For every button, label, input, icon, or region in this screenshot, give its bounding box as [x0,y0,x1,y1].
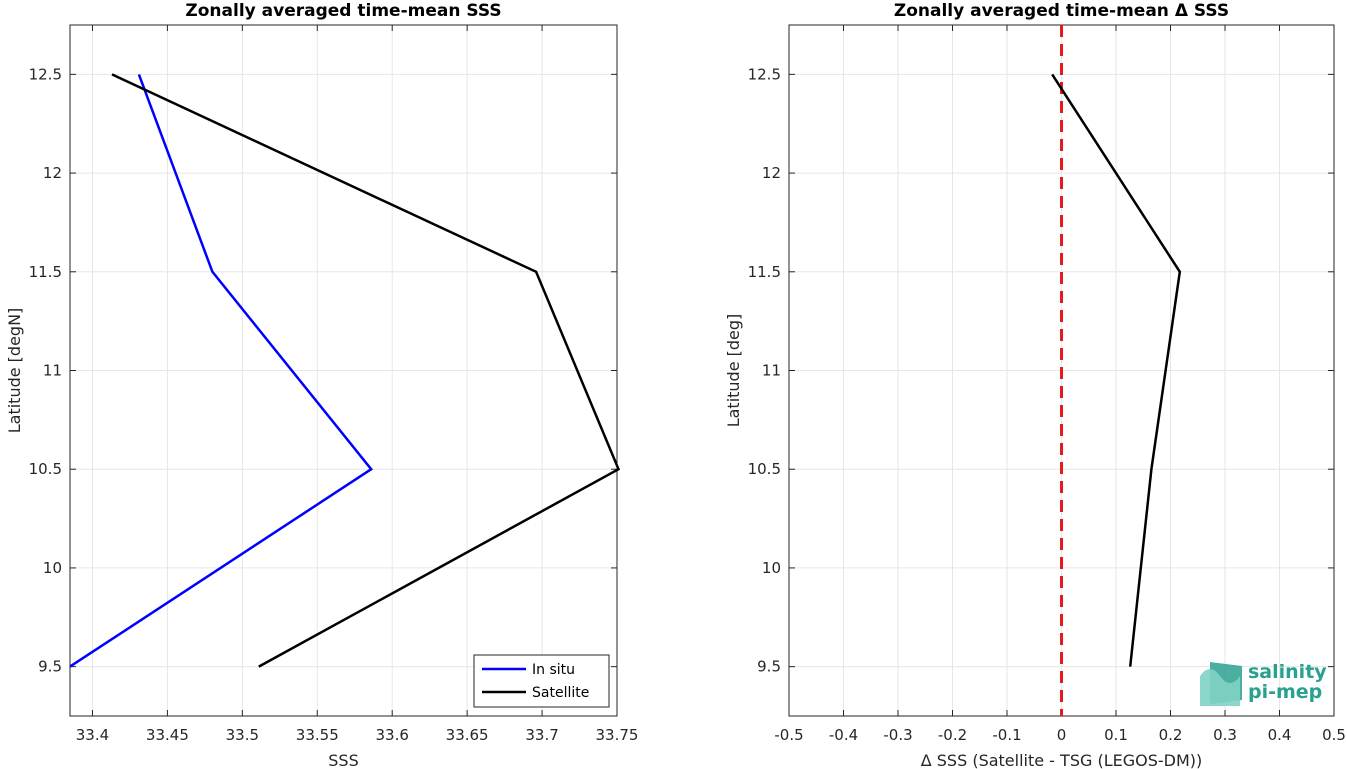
y-tick-label: 12.5 [748,65,781,83]
x-tick-label: -0.5 [774,726,803,744]
series-line-in-situ [69,73,374,668]
y-axis-label: Latitude [degN] [5,308,24,434]
y-tick-label: 9.5 [38,658,62,676]
chart-panel-2: -0.5 -0.4 -0.3 -0.2 -0.1 0 0.1 0.2 0.3 0.4 0.5 9.5 1… [724,1,1346,769]
x-tick-label: -0.3 [883,726,912,744]
y-tick-label: 11 [762,362,781,380]
x-axis-label: SSS [328,751,358,769]
y-tick-label: 9.5 [757,658,781,676]
x-tick-label: -0.1 [992,726,1021,744]
logo-line1: salinity [1248,661,1327,683]
x-tick-label: -0.2 [938,726,967,744]
x-tick-label: 33.5 [226,726,259,744]
x-tick-label: 0.5 [1322,726,1346,744]
chart-title: Zonally averaged time-mean SSS [185,1,501,21]
chart-panel-1: 33.4 33.45 33.5 33.55 33.6 33.65 33.7 33.75 9.5 1… [5,1,638,769]
x-axis-label: Δ SSS (Satellite - TSG (LEGOS-DM)) [921,751,1203,769]
x-tick-label: 0 [1057,726,1067,744]
y-tick-label: 11.5 [29,263,62,281]
x-tick-label: 33.45 [146,726,189,744]
x-tick-label: 0.2 [1159,726,1183,744]
y-tick-label: 12 [43,164,62,182]
series-line-satellite [111,73,621,668]
x-tick-label: 33.4 [76,726,109,744]
y-tick-label: 11.5 [748,263,781,281]
legend-entry: Satellite [532,685,589,701]
y-tick-label: 12.5 [29,65,62,83]
legend-entry: In situ [532,662,575,678]
x-tick-label: 0.3 [1213,726,1237,744]
y-axis-label: Latitude [deg] [724,314,743,428]
y-tick-label: 10 [43,559,62,577]
x-tick-label: 33.6 [376,726,409,744]
y-tick-label: 10.5 [748,460,781,478]
logo-line2: pi-mep [1248,681,1322,703]
x-tick-label: 0.4 [1268,726,1292,744]
x-tick-label: 33.7 [525,726,558,744]
legend: In situ Satellite [473,654,610,708]
chart-title: Zonally averaged time-mean Δ SSS [894,1,1229,21]
y-tick-label: 10 [762,559,781,577]
logo-wave-icon [1200,669,1240,706]
y-tick-label: 12 [762,164,781,182]
y-tick-label: 11 [43,362,62,380]
x-tick-label: 0.1 [1104,726,1128,744]
x-tick-label: 33.75 [596,726,639,744]
x-tick-label: -0.4 [829,726,858,744]
x-tick-label: 33.55 [296,726,339,744]
x-tick-label: 33.65 [446,726,489,744]
series-line-delta-sss [1051,73,1182,667]
y-tick-label: 10.5 [29,460,62,478]
legend-box [473,654,610,708]
